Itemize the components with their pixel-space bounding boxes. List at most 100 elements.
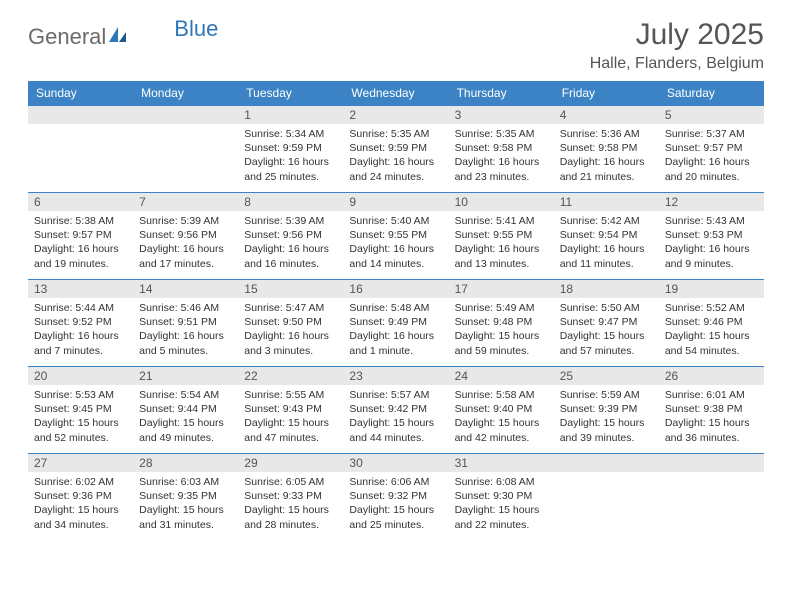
sunset-line: Sunset: 9:45 PM [34, 402, 127, 416]
calendar-cell: 15Sunrise: 5:47 AMSunset: 9:50 PMDayligh… [238, 280, 343, 367]
sunset-line: Sunset: 9:52 PM [34, 315, 127, 329]
sunset-line: Sunset: 9:30 PM [455, 489, 548, 503]
calendar-cell: 18Sunrise: 5:50 AMSunset: 9:47 PMDayligh… [554, 280, 659, 367]
sunset-line: Sunset: 9:53 PM [665, 228, 758, 242]
calendar-cell: 11Sunrise: 5:42 AMSunset: 9:54 PMDayligh… [554, 193, 659, 280]
day-number-empty [659, 454, 764, 472]
sunset-line: Sunset: 9:58 PM [560, 141, 653, 155]
calendar-cell: 31Sunrise: 6:08 AMSunset: 9:30 PMDayligh… [449, 454, 554, 541]
daylight-line: Daylight: 15 hours and 54 minutes. [665, 329, 758, 357]
day-number: 16 [343, 280, 448, 298]
day-number: 18 [554, 280, 659, 298]
daylight-line: Daylight: 16 hours and 16 minutes. [244, 242, 337, 270]
day-number-empty [554, 454, 659, 472]
sunrise-line: Sunrise: 5:55 AM [244, 388, 337, 402]
day-number: 24 [449, 367, 554, 385]
header: GeneralBlue July 2025 Halle, Flanders, B… [28, 18, 764, 73]
daylight-line: Daylight: 15 hours and 36 minutes. [665, 416, 758, 444]
sunrise-line: Sunrise: 5:49 AM [455, 301, 548, 315]
day-number-empty [133, 106, 238, 124]
location-subtitle: Halle, Flanders, Belgium [590, 55, 764, 73]
calendar-cell: 20Sunrise: 5:53 AMSunset: 9:45 PMDayligh… [28, 367, 133, 454]
calendar-cell: 3Sunrise: 5:35 AMSunset: 9:58 PMDaylight… [449, 106, 554, 193]
day-details: Sunrise: 5:54 AMSunset: 9:44 PMDaylight:… [133, 385, 238, 449]
sunset-line: Sunset: 9:58 PM [455, 141, 548, 155]
calendar-cell: 10Sunrise: 5:41 AMSunset: 9:55 PMDayligh… [449, 193, 554, 280]
logo-sail-icon [108, 26, 128, 49]
daylight-line: Daylight: 16 hours and 14 minutes. [349, 242, 442, 270]
title-block: July 2025 Halle, Flanders, Belgium [590, 18, 764, 73]
sunrise-line: Sunrise: 5:47 AM [244, 301, 337, 315]
day-number: 10 [449, 193, 554, 211]
sunset-line: Sunset: 9:47 PM [560, 315, 653, 329]
sunset-line: Sunset: 9:42 PM [349, 402, 442, 416]
day-details: Sunrise: 6:06 AMSunset: 9:32 PMDaylight:… [343, 472, 448, 536]
daylight-line: Daylight: 15 hours and 52 minutes. [34, 416, 127, 444]
calendar-row: 13Sunrise: 5:44 AMSunset: 9:52 PMDayligh… [28, 280, 764, 367]
daylight-line: Daylight: 16 hours and 23 minutes. [455, 155, 548, 183]
daylight-line: Daylight: 16 hours and 7 minutes. [34, 329, 127, 357]
day-number: 6 [28, 193, 133, 211]
calendar-cell: 22Sunrise: 5:55 AMSunset: 9:43 PMDayligh… [238, 367, 343, 454]
calendar-head: SundayMondayTuesdayWednesdayThursdayFrid… [28, 81, 764, 106]
day-number: 20 [28, 367, 133, 385]
day-number: 9 [343, 193, 448, 211]
day-number: 12 [659, 193, 764, 211]
day-number: 25 [554, 367, 659, 385]
day-details: Sunrise: 5:49 AMSunset: 9:48 PMDaylight:… [449, 298, 554, 362]
sunrise-line: Sunrise: 5:52 AM [665, 301, 758, 315]
sunset-line: Sunset: 9:49 PM [349, 315, 442, 329]
day-number: 27 [28, 454, 133, 472]
day-details: Sunrise: 5:59 AMSunset: 9:39 PMDaylight:… [554, 385, 659, 449]
calendar-cell: 9Sunrise: 5:40 AMSunset: 9:55 PMDaylight… [343, 193, 448, 280]
day-number: 17 [449, 280, 554, 298]
sunrise-line: Sunrise: 5:40 AM [349, 214, 442, 228]
calendar-cell: 7Sunrise: 5:39 AMSunset: 9:56 PMDaylight… [133, 193, 238, 280]
day-number: 2 [343, 106, 448, 124]
daylight-line: Daylight: 16 hours and 9 minutes. [665, 242, 758, 270]
sunrise-line: Sunrise: 5:43 AM [665, 214, 758, 228]
daylight-line: Daylight: 15 hours and 31 minutes. [139, 503, 232, 531]
sunrise-line: Sunrise: 5:36 AM [560, 127, 653, 141]
day-header-thursday: Thursday [449, 81, 554, 106]
sunset-line: Sunset: 9:56 PM [244, 228, 337, 242]
day-details: Sunrise: 5:48 AMSunset: 9:49 PMDaylight:… [343, 298, 448, 362]
calendar-cell: 30Sunrise: 6:06 AMSunset: 9:32 PMDayligh… [343, 454, 448, 541]
day-number: 5 [659, 106, 764, 124]
sunrise-line: Sunrise: 5:39 AM [244, 214, 337, 228]
sunset-line: Sunset: 9:39 PM [560, 402, 653, 416]
sunset-line: Sunset: 9:56 PM [139, 228, 232, 242]
day-number: 28 [133, 454, 238, 472]
sunrise-line: Sunrise: 5:58 AM [455, 388, 548, 402]
day-details: Sunrise: 5:55 AMSunset: 9:43 PMDaylight:… [238, 385, 343, 449]
calendar-cell: 2Sunrise: 5:35 AMSunset: 9:59 PMDaylight… [343, 106, 448, 193]
sunset-line: Sunset: 9:32 PM [349, 489, 442, 503]
day-details: Sunrise: 5:38 AMSunset: 9:57 PMDaylight:… [28, 211, 133, 275]
day-number-empty [28, 106, 133, 124]
calendar-cell: 1Sunrise: 5:34 AMSunset: 9:59 PMDaylight… [238, 106, 343, 193]
sunrise-line: Sunrise: 6:08 AM [455, 475, 548, 489]
day-details: Sunrise: 5:39 AMSunset: 9:56 PMDaylight:… [238, 211, 343, 275]
sunset-line: Sunset: 9:46 PM [665, 315, 758, 329]
sunset-line: Sunset: 9:38 PM [665, 402, 758, 416]
daylight-line: Daylight: 15 hours and 42 minutes. [455, 416, 548, 444]
calendar-cell: 4Sunrise: 5:36 AMSunset: 9:58 PMDaylight… [554, 106, 659, 193]
sunrise-line: Sunrise: 5:39 AM [139, 214, 232, 228]
day-header-sunday: Sunday [28, 81, 133, 106]
calendar-cell: 29Sunrise: 6:05 AMSunset: 9:33 PMDayligh… [238, 454, 343, 541]
day-details: Sunrise: 5:42 AMSunset: 9:54 PMDaylight:… [554, 211, 659, 275]
sunset-line: Sunset: 9:57 PM [665, 141, 758, 155]
sunrise-line: Sunrise: 5:59 AM [560, 388, 653, 402]
sunrise-line: Sunrise: 5:50 AM [560, 301, 653, 315]
calendar-cell [659, 454, 764, 541]
daylight-line: Daylight: 15 hours and 25 minutes. [349, 503, 442, 531]
day-details: Sunrise: 5:50 AMSunset: 9:47 PMDaylight:… [554, 298, 659, 362]
logo-text-blue: Blue [174, 16, 218, 42]
calendar-cell [554, 454, 659, 541]
day-number: 19 [659, 280, 764, 298]
calendar-cell: 8Sunrise: 5:39 AMSunset: 9:56 PMDaylight… [238, 193, 343, 280]
day-details: Sunrise: 6:05 AMSunset: 9:33 PMDaylight:… [238, 472, 343, 536]
calendar-cell: 23Sunrise: 5:57 AMSunset: 9:42 PMDayligh… [343, 367, 448, 454]
sunrise-line: Sunrise: 5:35 AM [455, 127, 548, 141]
day-number: 31 [449, 454, 554, 472]
